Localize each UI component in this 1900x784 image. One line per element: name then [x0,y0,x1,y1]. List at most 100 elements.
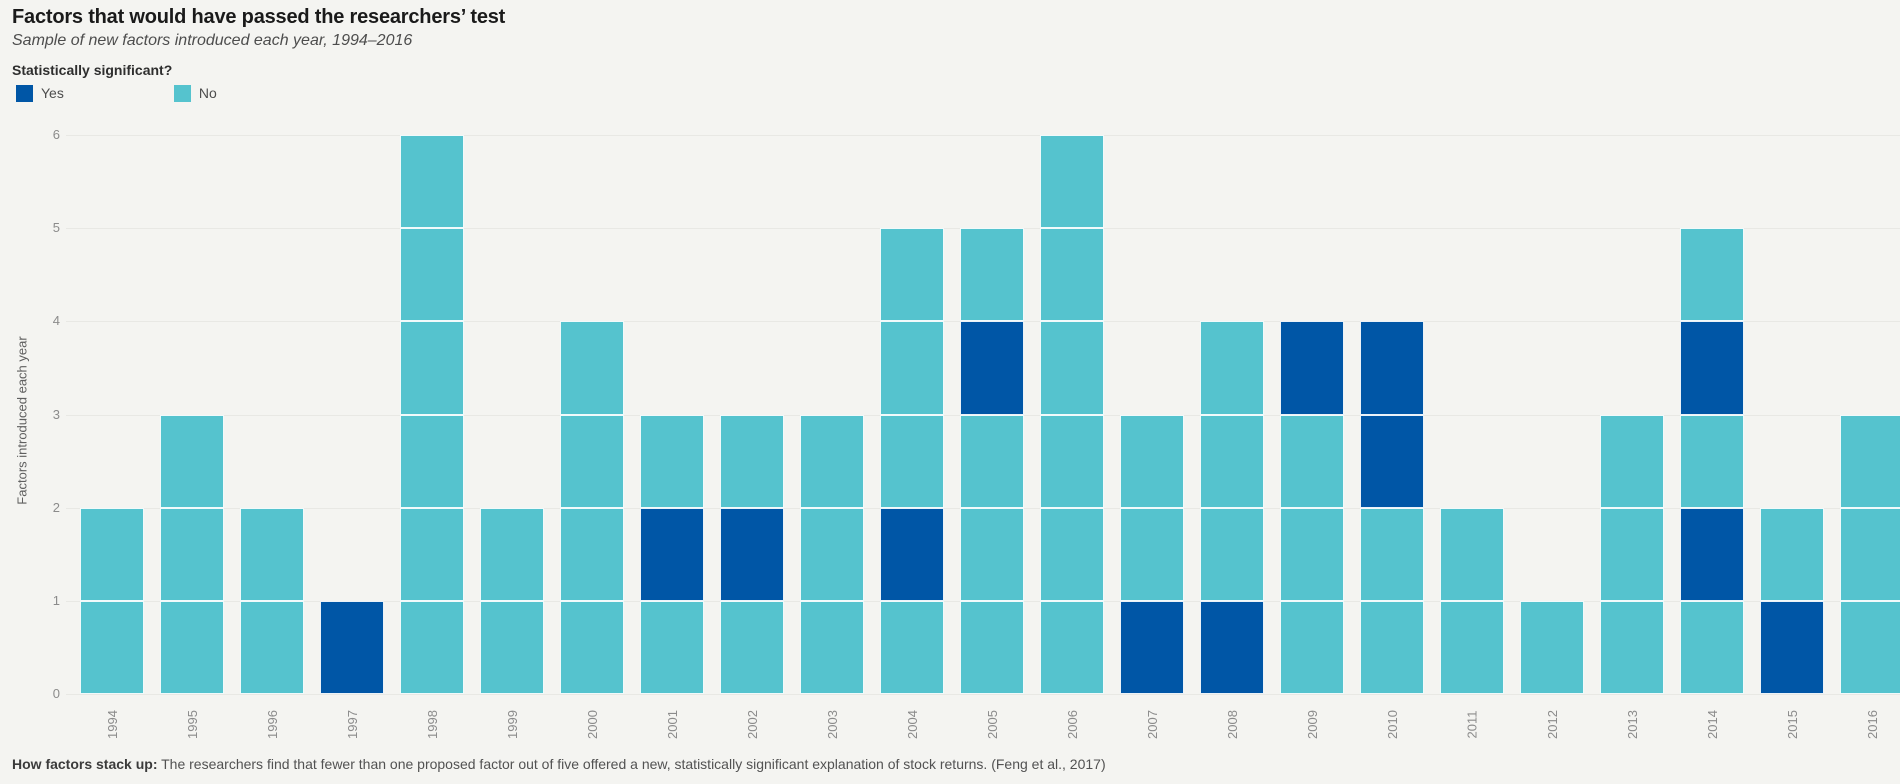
bar-segment-2016-1-no[interactable] [1840,507,1900,601]
bar-segment-2011-0-no[interactable] [1440,600,1504,694]
bar-segment-2006-0-no[interactable] [1040,600,1104,694]
bar-segment-2006-5-no[interactable] [1040,135,1104,229]
bar-2007 [1120,414,1184,694]
x-tick-label-1997: 1997 [344,709,360,739]
bar-segment-2001-1-yes[interactable] [640,507,704,601]
bar-segment-2010-1-no[interactable] [1360,507,1424,601]
bar-segment-2016-0-no[interactable] [1840,600,1900,694]
bar-segment-2000-3-no[interactable] [560,321,624,415]
bar-segment-1998-4-no[interactable] [400,228,464,322]
bar-segment-1995-1-no[interactable] [160,507,224,601]
bar-segment-2000-2-no[interactable] [560,414,624,508]
bar-segment-2014-0-no[interactable] [1680,600,1744,694]
bar-segment-1998-1-no[interactable] [400,507,464,601]
bar-segment-2000-1-no[interactable] [560,507,624,601]
bar-segment-2009-0-no[interactable] [1280,600,1344,694]
x-tick-label-2007: 2007 [1144,709,1160,739]
bar-segment-1999-0-no[interactable] [480,600,544,694]
x-tick-label-2013: 2013 [1624,709,1640,739]
caption: How factors stack up: The researchers fi… [12,756,1882,772]
x-tick-label-2003: 2003 [824,709,840,739]
bar-segment-2008-1-no[interactable] [1200,507,1264,601]
bar-segment-2013-1-no[interactable] [1600,507,1664,601]
y-tick-3: 3 [52,406,60,422]
x-tick-2014: 2014 [1684,696,1740,752]
bar-segment-2001-2-no[interactable] [640,414,704,508]
bar-segment-2008-3-no[interactable] [1200,321,1264,415]
legend-item-no[interactable]: No [173,84,217,102]
x-tick-label-1999: 1999 [504,709,520,739]
bar-segment-2015-0-yes[interactable] [1760,600,1824,694]
bar-segment-1997-0-yes[interactable] [320,600,384,694]
bar-segment-2009-2-no[interactable] [1280,414,1344,508]
bar-segment-2005-4-no[interactable] [960,228,1024,322]
bar-2001 [640,414,704,694]
bar-segment-1999-1-no[interactable] [480,507,544,601]
bar-segment-2007-0-yes[interactable] [1120,600,1184,694]
bar-segment-2009-1-no[interactable] [1280,507,1344,601]
bar-1996 [240,507,304,694]
legend-item-yes[interactable]: Yes [16,84,64,102]
bar-segment-2007-1-no[interactable] [1120,507,1184,601]
bar-segment-2004-2-no[interactable] [880,414,944,508]
bar-2011 [1440,507,1504,694]
bar-segment-1995-0-no[interactable] [160,600,224,694]
bar-segment-2006-2-no[interactable] [1040,414,1104,508]
bar-segment-2002-2-no[interactable] [720,414,784,508]
bar-segment-2005-2-no[interactable] [960,414,1024,508]
bar-segment-2015-1-no[interactable] [1760,507,1824,601]
bar-segment-2002-1-yes[interactable] [720,507,784,601]
x-tick-label-2012: 2012 [1544,709,1560,739]
bar-segment-2005-0-no[interactable] [960,600,1024,694]
bar-segment-2010-2-yes[interactable] [1360,414,1424,508]
bar-segment-2013-0-no[interactable] [1600,600,1664,694]
x-tick-2012: 2012 [1524,696,1580,752]
bar-segment-2003-0-no[interactable] [800,600,864,694]
bar-segment-2014-2-no[interactable] [1680,414,1744,508]
bar-segment-2006-4-no[interactable] [1040,228,1104,322]
bar-segment-2013-2-no[interactable] [1600,414,1664,508]
x-tick-2009: 2009 [1284,696,1340,752]
bar-segment-1995-2-no[interactable] [160,414,224,508]
bar-segment-2011-1-no[interactable] [1440,507,1504,601]
x-tick-2013: 2013 [1604,696,1660,752]
gridline-6 [66,135,1900,136]
bar-segment-2004-1-yes[interactable] [880,507,944,601]
bar-segment-2004-0-no[interactable] [880,600,944,694]
bar-segment-1996-0-no[interactable] [240,600,304,694]
bar-segment-2003-1-no[interactable] [800,507,864,601]
y-tick-6: 6 [52,127,60,142]
bar-segment-2014-4-no[interactable] [1680,228,1744,322]
bar-segment-2000-0-no[interactable] [560,600,624,694]
bar-1997 [320,600,384,694]
bar-segment-2005-3-yes[interactable] [960,321,1024,415]
bar-segment-2016-2-no[interactable] [1840,414,1900,508]
bar-segment-2008-0-yes[interactable] [1200,600,1264,694]
bar-segment-2014-3-yes[interactable] [1680,321,1744,415]
bar-segment-2012-0-no[interactable] [1520,600,1584,694]
bar-segment-2006-1-no[interactable] [1040,507,1104,601]
bar-segment-2006-3-no[interactable] [1040,321,1104,415]
bar-segment-1994-1-no[interactable] [80,507,144,601]
bar-segment-2004-4-no[interactable] [880,228,944,322]
bar-segment-2010-3-yes[interactable] [1360,321,1424,415]
bar-segment-1996-1-no[interactable] [240,507,304,601]
bar-segment-1998-3-no[interactable] [400,321,464,415]
bar-segment-2001-0-no[interactable] [640,600,704,694]
x-tick-2001: 2001 [644,696,700,752]
bar-segment-1998-5-no[interactable] [400,135,464,229]
x-tick-2002: 2002 [724,696,780,752]
bar-segment-1998-2-no[interactable] [400,414,464,508]
bar-segment-2010-0-no[interactable] [1360,600,1424,694]
bar-segment-2003-2-no[interactable] [800,414,864,508]
bar-segment-2008-2-no[interactable] [1200,414,1264,508]
bar-segment-1994-0-no[interactable] [80,600,144,694]
bar-segment-2009-3-yes[interactable] [1280,321,1344,415]
bar-segment-2005-1-no[interactable] [960,507,1024,601]
bar-segment-2014-1-yes[interactable] [1680,507,1744,601]
bar-2002 [720,414,784,694]
bar-segment-2004-3-no[interactable] [880,321,944,415]
bar-segment-1998-0-no[interactable] [400,600,464,694]
bar-segment-2002-0-no[interactable] [720,600,784,694]
bar-segment-2007-2-no[interactable] [1120,414,1184,508]
